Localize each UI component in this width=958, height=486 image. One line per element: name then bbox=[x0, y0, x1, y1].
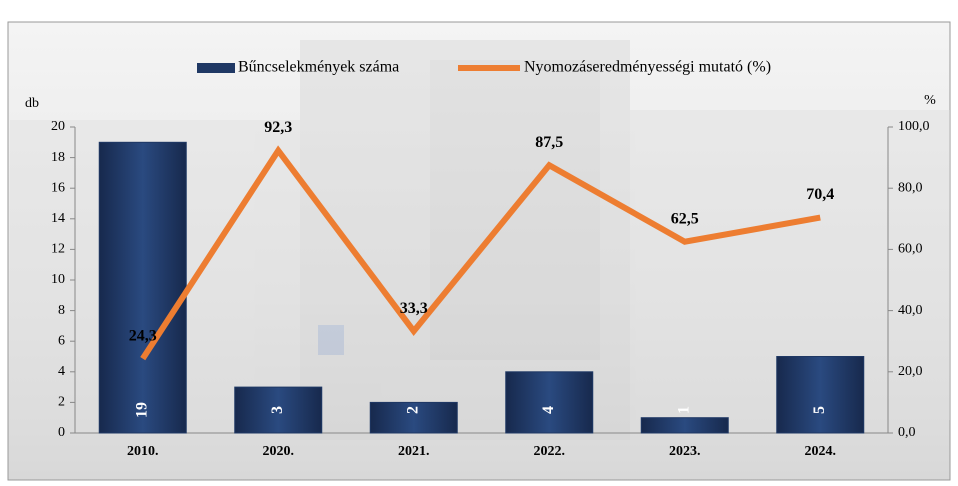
bar bbox=[505, 371, 594, 434]
bar bbox=[369, 401, 458, 434]
legend-swatch bbox=[197, 63, 235, 73]
y2-axis-title: % bbox=[924, 93, 936, 108]
x-tick-label: 2020. bbox=[263, 444, 295, 459]
bar-value-label: 2 bbox=[404, 406, 421, 414]
x-tick-label: 2010. bbox=[127, 444, 159, 459]
y-tick-label: 16 bbox=[51, 180, 65, 195]
legend-label: Bűncselekmények száma bbox=[238, 59, 399, 76]
x-tick-label: 2021. bbox=[398, 444, 430, 459]
y-tick-label: 4 bbox=[58, 364, 65, 379]
y2-tick-label: 40,0 bbox=[898, 303, 923, 318]
bar-value-label: 5 bbox=[811, 406, 828, 414]
y2-tick-label: 0,0 bbox=[898, 425, 916, 440]
y2-tick-label: 20,0 bbox=[898, 364, 923, 379]
line-value-label: 24,3 bbox=[129, 327, 157, 344]
x-tick-label: 2024. bbox=[805, 444, 837, 459]
y-tick-label: 18 bbox=[51, 150, 65, 165]
y-tick-label: 2 bbox=[58, 395, 65, 410]
x-tick-label: 2023. bbox=[669, 444, 701, 459]
line-value-label: 92,3 bbox=[264, 119, 292, 136]
line-value-label: 87,5 bbox=[535, 134, 563, 151]
y2-tick-label: 100,0 bbox=[898, 119, 930, 134]
y-tick-label: 0 bbox=[58, 425, 65, 440]
bar-value-label: 19 bbox=[133, 402, 150, 418]
bar bbox=[640, 417, 729, 434]
bar-value-label: 3 bbox=[269, 406, 286, 414]
y-tick-label: 10 bbox=[51, 272, 65, 287]
bar-value-label: 1 bbox=[675, 406, 692, 414]
y-tick-label: 8 bbox=[58, 303, 65, 318]
line-value-label: 62,5 bbox=[671, 210, 699, 227]
bar bbox=[234, 386, 323, 434]
line bbox=[140, 145, 821, 361]
building-photo bbox=[10, 40, 950, 440]
x-tick-label: 2022. bbox=[534, 444, 566, 459]
y-tick-label: 6 bbox=[58, 333, 65, 348]
bar-value-label: 4 bbox=[540, 406, 557, 414]
y2-tick-label: 80,0 bbox=[898, 180, 923, 195]
line-value-label: 33,3 bbox=[400, 300, 428, 317]
y-axis-title: db bbox=[25, 96, 39, 111]
y-tick-label: 12 bbox=[51, 242, 65, 257]
y-tick-label: 14 bbox=[51, 211, 65, 226]
bar bbox=[98, 141, 187, 434]
y-tick-label: 20 bbox=[51, 119, 65, 134]
bar bbox=[776, 356, 865, 434]
legend-label: Nyomozáseredményességi mutató (%) bbox=[524, 59, 771, 76]
line-value-label: 70,4 bbox=[806, 186, 834, 203]
y2-tick-label: 60,0 bbox=[898, 242, 923, 257]
